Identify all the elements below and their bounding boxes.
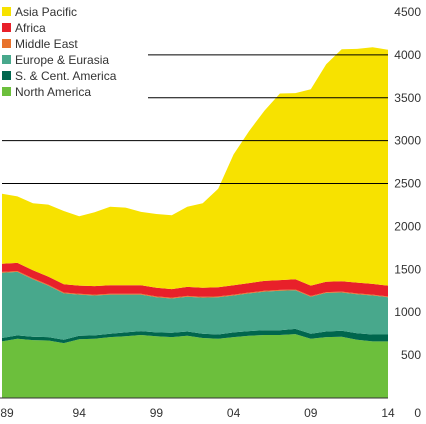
area-north-america (2, 334, 388, 398)
area-europe-eurasia (2, 271, 388, 340)
y-tick-label: 2500 (394, 177, 421, 191)
y-tick-label: 0 (414, 406, 421, 420)
legend-swatch (2, 71, 11, 80)
legend-swatch (2, 39, 11, 48)
area-s-cent-america (2, 328, 388, 344)
y-tick-label: 1500 (394, 262, 421, 276)
x-axis-ticks: 89 94 99 04 09 14 0 (0, 406, 421, 420)
x-tick-label: 04 (227, 406, 241, 420)
legend-label: Asia Pacific (15, 5, 77, 19)
x-tick-label: 09 (304, 406, 318, 420)
y-tick-label: 4000 (394, 48, 421, 62)
legend-swatch (2, 23, 11, 32)
y-tick-label: 500 (401, 348, 421, 362)
gridlines (2, 54, 388, 185)
y-axis-ticks: 500 1000 1500 2000 2500 3000 3500 4000 4500 (394, 5, 421, 362)
legend-label: Africa (15, 21, 46, 35)
x-tick-label: 14 (381, 406, 395, 420)
y-tick-label: 1000 (394, 305, 421, 319)
legend-swatch (2, 7, 11, 16)
area-asia-pacific (2, 47, 388, 290)
legend-label: Europe & Eurasia (15, 53, 109, 67)
legend-label: North America (15, 85, 91, 99)
y-tick-label: 4500 (394, 5, 421, 19)
y-tick-label: 3000 (394, 134, 421, 148)
legend-label: Middle East (15, 37, 78, 51)
legend-swatch (2, 55, 11, 64)
legend-label: S. & Cent. America (15, 69, 117, 83)
x-tick-label: 94 (73, 406, 87, 420)
legend: Asia Pacific Africa Middle East Europe & Eu… (2, 5, 117, 99)
x-tick-label: 99 (150, 406, 164, 420)
y-tick-label: 3500 (394, 91, 421, 105)
legend-swatch (2, 87, 11, 96)
y-tick-label: 2000 (394, 219, 421, 233)
x-tick-label: 89 (0, 406, 14, 420)
area-layers (2, 47, 388, 398)
area-africa (2, 262, 388, 298)
